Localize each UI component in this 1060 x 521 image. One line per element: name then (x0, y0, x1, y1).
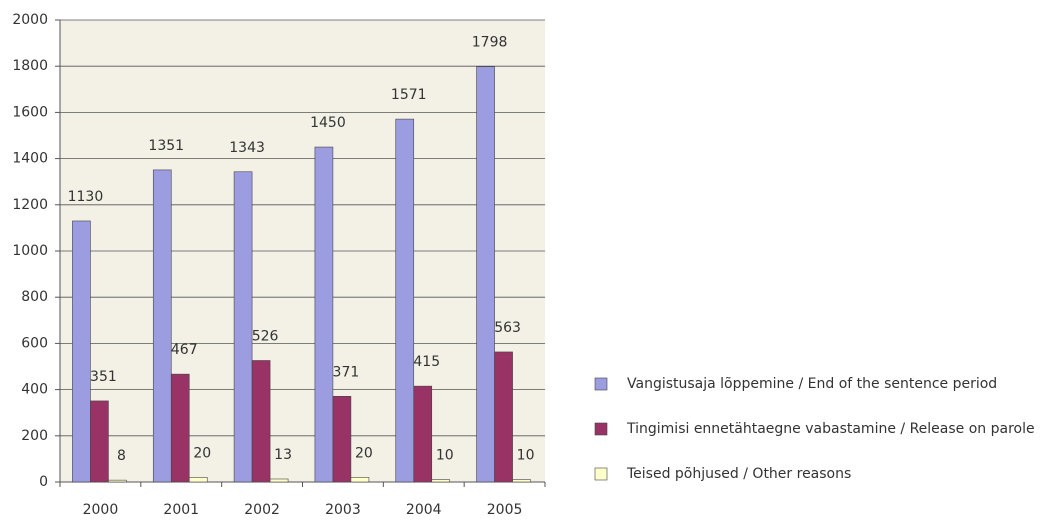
y-tick-label: 0 (39, 474, 48, 490)
legend-label: Vangistusaja lõppemine / End of the sent… (627, 376, 997, 392)
bar (476, 66, 495, 483)
bar (512, 479, 531, 483)
x-tick-label: 2000 (83, 502, 119, 518)
bar (108, 479, 127, 483)
value-label: 351 (90, 369, 117, 385)
x-tick-label: 2003 (325, 502, 361, 518)
bar (350, 477, 370, 483)
bar (431, 479, 451, 483)
value-label: 1343 (229, 140, 265, 156)
y-tick-label: 400 (21, 382, 48, 398)
value-label: 526 (252, 328, 279, 344)
bar (188, 477, 208, 483)
y-tick-label: 1400 (12, 151, 48, 167)
value-label: 415 (413, 354, 440, 370)
x-tick-label: 2004 (406, 502, 442, 518)
x-tick-label: 2005 (487, 502, 523, 518)
y-tick-label: 1600 (12, 104, 48, 120)
bar (72, 220, 91, 483)
value-label: 1130 (68, 189, 104, 205)
bar (152, 169, 172, 483)
value-label: 13 (274, 447, 292, 463)
x-tick-label: 2001 (163, 502, 199, 518)
bar (90, 400, 109, 483)
bar (314, 146, 334, 483)
y-tick-label: 200 (21, 428, 48, 444)
value-label: 1351 (148, 138, 184, 154)
value-label: 563 (494, 320, 521, 336)
bar (332, 395, 352, 483)
legend-label: Teised põhjused / Other reasons (626, 466, 851, 482)
value-label: 20 (193, 445, 211, 461)
bar (395, 118, 415, 483)
y-tick-label: 1800 (12, 58, 48, 74)
y-tick-label: 2000 (12, 12, 48, 28)
bar (269, 478, 289, 483)
value-label: 1450 (310, 115, 346, 131)
bar (233, 171, 253, 483)
value-label: 10 (517, 448, 535, 464)
value-label: 20 (355, 445, 373, 461)
value-label: 10 (436, 448, 454, 464)
legend-label: Tingimisi ennetähtaegne vabastamine / Re… (626, 421, 1035, 437)
y-tick-label: 600 (21, 335, 48, 351)
value-label: 371 (333, 364, 360, 380)
bar (251, 360, 271, 483)
value-label: 467 (171, 342, 198, 358)
y-tick-label: 1000 (12, 243, 48, 259)
bar (413, 385, 433, 483)
legend-swatch (594, 377, 608, 391)
bar (494, 351, 513, 483)
value-label: 8 (117, 448, 126, 464)
y-tick-label: 1200 (12, 197, 48, 213)
bar (170, 373, 190, 483)
legend-swatch (594, 422, 608, 436)
value-label: 1571 (391, 87, 427, 103)
value-label: 1798 (472, 35, 508, 51)
x-tick-label: 2002 (244, 502, 280, 518)
legend-swatch (594, 467, 608, 481)
y-tick-label: 800 (21, 289, 48, 305)
